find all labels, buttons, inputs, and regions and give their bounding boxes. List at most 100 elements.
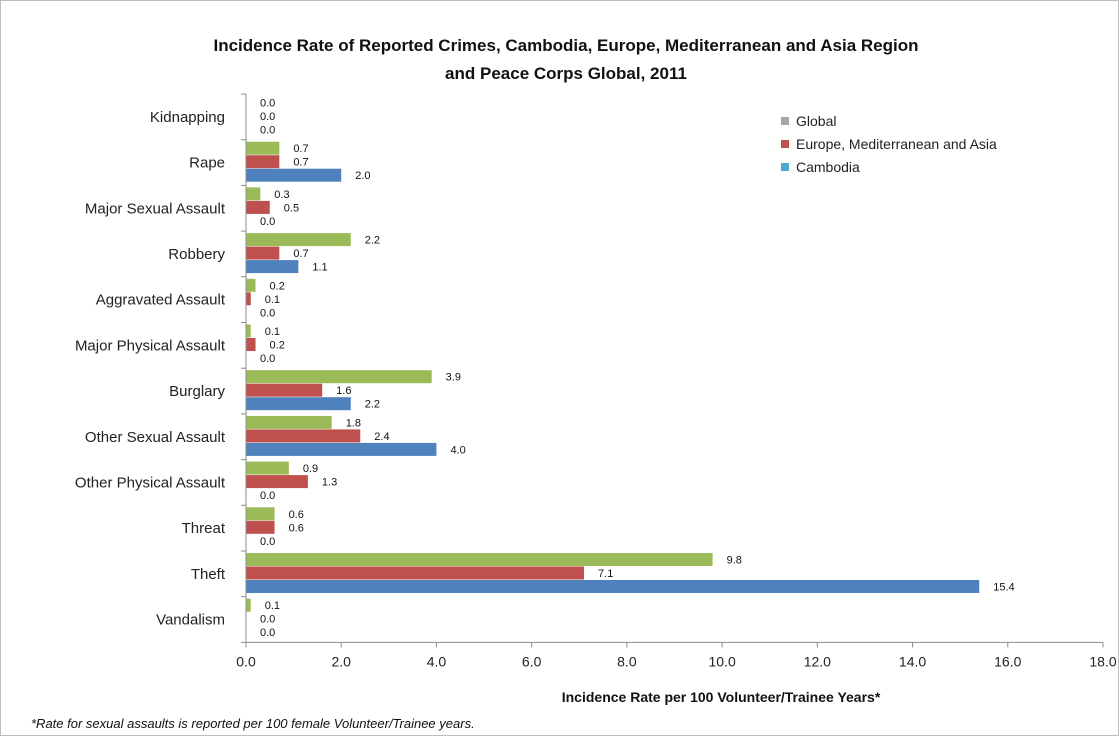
bar-europe-mediterranean-and-asia-rape — [246, 155, 280, 169]
bar-europe-mediterranean-and-asia-major-physical-assault — [246, 338, 256, 351]
bar-global-threat — [246, 507, 275, 521]
value-label-global-other-physical-assault: 0.9 — [303, 463, 318, 475]
category-labels: Kidnapping Rape Major Sexual Assault Robber… — [75, 109, 226, 629]
value-label-cambodia-aggravated-assault: 0.0 — [260, 307, 275, 319]
value-label-global-major-sexual-assault: 0.3 — [274, 189, 289, 201]
bar-europe-mediterranean-and-asia-burglary — [246, 383, 323, 397]
category-label-major-physical-assault: Major Physical Assault — [75, 337, 226, 354]
x-tick-label: 16.0 — [994, 653, 1021, 669]
chart-title-line-1: Incidence Rate of Reported Crimes, Cambo… — [213, 36, 918, 55]
value-label-global-robbery: 2.2 — [365, 235, 380, 247]
value-label-europe-mediterranean-and-asia-major-sexual-assault: 0.5 — [284, 202, 299, 214]
category-label-kidnapping: Kidnapping — [150, 109, 225, 126]
category-label-major-sexual-assault: Major Sexual Assault — [85, 200, 226, 217]
legend: Global Europe, Mediterranean and Asia Camb… — [781, 113, 997, 175]
value-label-europe-mediterranean-and-asia-other-physical-assault: 1.3 — [322, 477, 337, 489]
bar-europe-mediterranean-and-asia-aggravated-assault — [246, 292, 251, 306]
legend-swatch-europe-mediterranean-and-asia — [781, 140, 789, 148]
category-label-burglary: Burglary — [169, 383, 225, 400]
x-tick-label: 0.0 — [236, 653, 256, 669]
x-tick-label: 6.0 — [522, 653, 542, 669]
value-label-europe-mediterranean-and-asia-threat: 0.6 — [289, 522, 304, 534]
value-label-europe-mediterranean-and-asia-burglary: 1.6 — [336, 385, 351, 397]
value-label-cambodia-kidnapping: 0.0 — [260, 125, 275, 137]
bar-cambodia-theft — [246, 580, 980, 593]
bar-global-aggravated-assault — [246, 278, 256, 292]
value-label-cambodia-vandalism: 0.0 — [260, 627, 275, 639]
bar-cambodia-other-sexual-assault — [246, 442, 437, 456]
value-label-europe-mediterranean-and-asia-kidnapping: 0.0 — [260, 111, 275, 123]
footnote: *Rate for sexual assaults is reported pe… — [31, 716, 475, 731]
legend-label-europe-mediterranean-and-asia: Europe, Mediterranean and Asia — [796, 136, 997, 152]
value-label-cambodia-robbery: 1.1 — [312, 262, 327, 274]
value-label-global-rape: 0.7 — [293, 143, 308, 155]
value-label-cambodia-threat: 0.0 — [260, 536, 275, 548]
value-label-cambodia-major-physical-assault: 0.0 — [260, 353, 275, 365]
value-label-global-theft: 9.8 — [727, 555, 742, 567]
category-label-aggravated-assault: Aggravated Assault — [96, 292, 226, 309]
value-label-cambodia-theft: 15.4 — [993, 582, 1014, 594]
x-tick-label: 12.0 — [804, 653, 831, 669]
category-label-other-sexual-assault: Other Sexual Assault — [85, 429, 226, 446]
value-label-europe-mediterranean-and-asia-aggravated-assault: 0.1 — [265, 294, 280, 306]
bar-global-major-physical-assault — [246, 324, 251, 338]
bar-global-major-sexual-assault — [246, 187, 261, 201]
category-label-other-physical-assault: Other Physical Assault — [75, 474, 226, 491]
bar-cambodia-robbery — [246, 260, 299, 274]
bar-cambodia-rape — [246, 168, 342, 182]
bar-global-other-sexual-assault — [246, 415, 332, 429]
bar-global-burglary — [246, 370, 432, 384]
legend-swatch-cambodia — [781, 163, 789, 171]
bar-europe-mediterranean-and-asia-major-sexual-assault — [246, 200, 270, 214]
bar-global-robbery — [246, 233, 351, 247]
x-axis: 0.0 2.0 4.0 6.0 8.0 10.0 12.0 14.0 16.0 18.0 — [236, 93, 1117, 669]
x-tick-label: 10.0 — [708, 653, 735, 669]
legend-label-global: Global — [796, 113, 836, 129]
legend-label-cambodia: Cambodia — [796, 159, 860, 175]
value-label-global-vandalism: 0.1 — [265, 600, 280, 612]
x-tick-label: 4.0 — [427, 653, 447, 669]
value-label-europe-mediterranean-and-asia-rape: 0.7 — [293, 157, 308, 169]
category-label-robbery: Robbery — [168, 246, 225, 263]
legend-swatch-global — [781, 117, 789, 125]
bar-europe-mediterranean-and-asia-threat — [246, 520, 275, 534]
category-label-vandalism: Vandalism — [156, 612, 225, 629]
value-label-europe-mediterranean-and-asia-theft: 7.1 — [598, 568, 613, 580]
bar-global-vandalism — [246, 598, 251, 612]
bar-europe-mediterranean-and-asia-other-physical-assault — [246, 475, 308, 489]
bar-global-other-physical-assault — [246, 461, 289, 475]
x-tick-label: 14.0 — [899, 653, 926, 669]
category-label-rape: Rape — [189, 155, 225, 172]
value-label-europe-mediterranean-and-asia-robbery: 0.7 — [293, 248, 308, 260]
value-label-europe-mediterranean-and-asia-major-physical-assault: 0.2 — [270, 340, 285, 352]
category-label-theft: Theft — [191, 566, 226, 583]
chart-title-line-2: and Peace Corps Global, 2011 — [445, 64, 687, 83]
value-label-global-other-sexual-assault: 1.8 — [346, 417, 361, 429]
bar-global-rape — [246, 141, 280, 155]
value-label-europe-mediterranean-and-asia-other-sexual-assault: 2.4 — [374, 431, 389, 443]
x-tick-label: 8.0 — [617, 653, 637, 669]
bar-europe-mediterranean-and-asia-theft — [246, 566, 585, 580]
value-label-europe-mediterranean-and-asia-vandalism: 0.0 — [260, 614, 275, 626]
value-label-global-threat: 0.6 — [289, 509, 304, 521]
bar-global-theft — [246, 553, 713, 566]
value-label-global-aggravated-assault: 0.2 — [270, 280, 285, 292]
x-tick-label: 2.0 — [331, 653, 351, 669]
value-label-global-kidnapping: 0.0 — [260, 98, 275, 110]
bars-layer: 0.00.00.00.70.72.00.30.50.02.20.71.10.20… — [246, 98, 1015, 639]
value-label-cambodia-burglary: 2.2 — [365, 399, 380, 411]
value-label-cambodia-other-physical-assault: 0.0 — [260, 490, 275, 502]
value-label-cambodia-rape: 2.0 — [355, 170, 370, 182]
value-label-cambodia-major-sexual-assault: 0.0 — [260, 216, 275, 228]
x-tick-label: 18.0 — [1089, 653, 1116, 669]
value-label-global-major-physical-assault: 0.1 — [265, 326, 280, 338]
bar-cambodia-burglary — [246, 397, 351, 411]
category-label-threat: Threat — [182, 520, 226, 537]
bar-europe-mediterranean-and-asia-other-sexual-assault — [246, 429, 361, 443]
value-label-cambodia-other-sexual-assault: 4.0 — [450, 444, 465, 456]
value-label-global-burglary: 3.9 — [446, 372, 461, 384]
x-axis-label: Incidence Rate per 100 Volunteer/Trainee… — [562, 689, 881, 705]
bar-europe-mediterranean-and-asia-robbery — [246, 246, 280, 260]
